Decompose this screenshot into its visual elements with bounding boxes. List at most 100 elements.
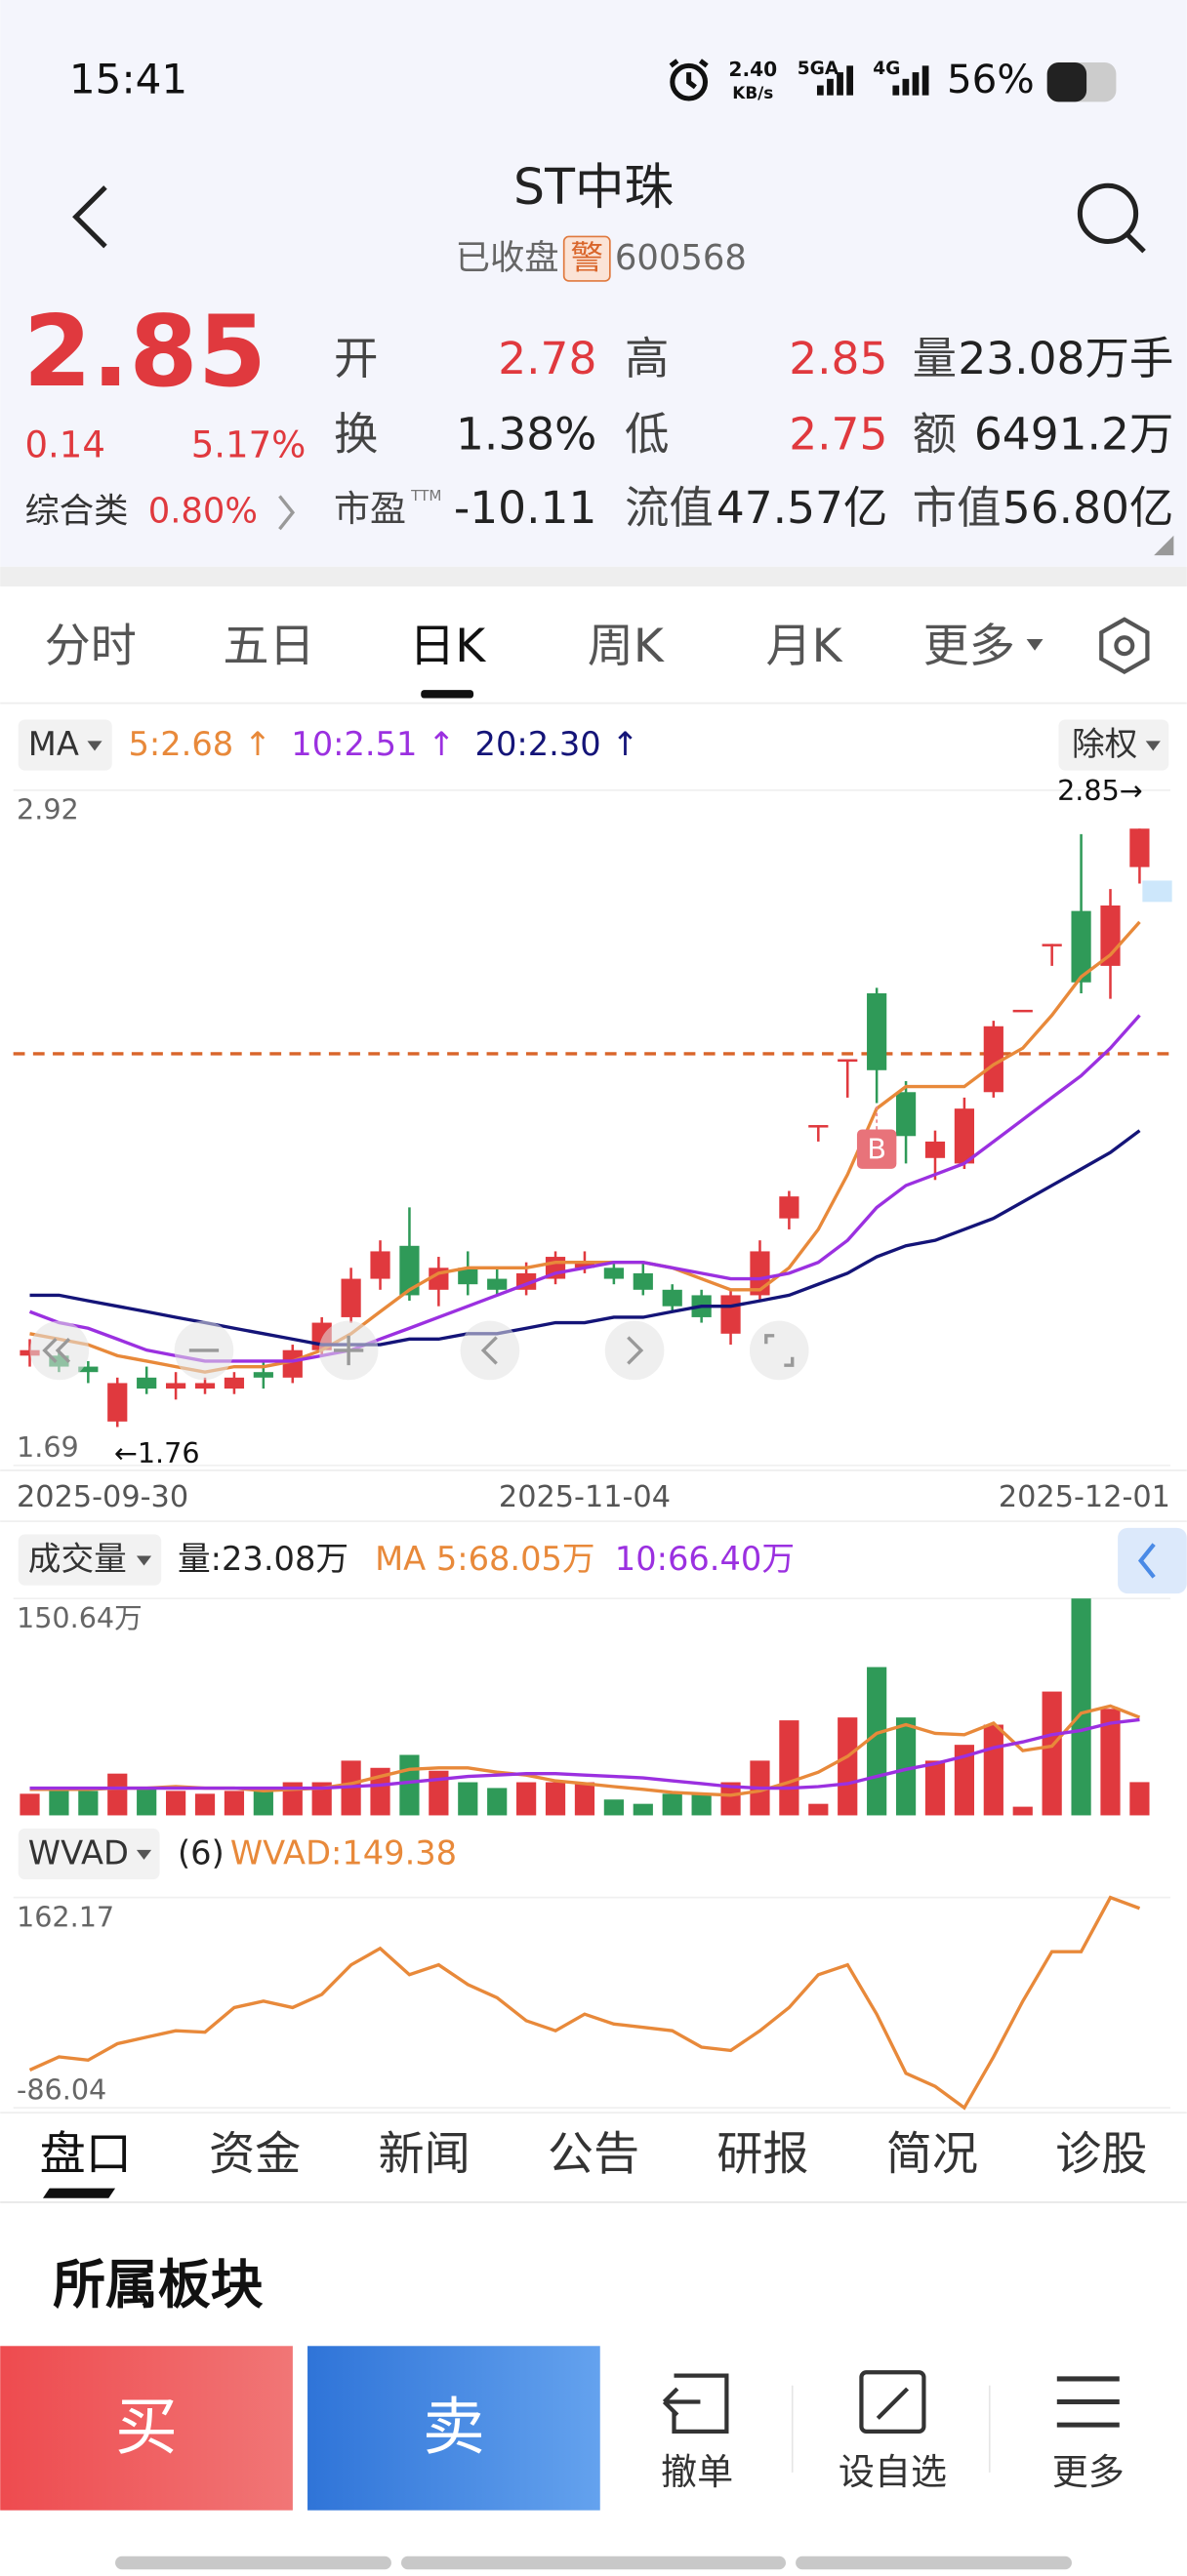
- wvad-title[interactable]: WVAD: [28, 1833, 129, 1872]
- chart-nav-icon: [764, 1334, 795, 1367]
- volume-bar: [253, 1791, 273, 1816]
- candle-body: [107, 1383, 128, 1422]
- sell-label[interactable]: 卖: [423, 2392, 485, 2464]
- action-label[interactable]: 设自选: [839, 2451, 947, 2493]
- tab[interactable]: 周K: [588, 620, 665, 673]
- bottom-tab[interactable]: 盘口: [40, 2128, 132, 2182]
- volume-selector[interactable]: [18, 1534, 162, 1586]
- wvad-line: [28, 1895, 1141, 2111]
- bottom-tab[interactable]: 简况: [886, 2128, 978, 2182]
- tab-indicator: [421, 690, 474, 699]
- volume-bar: [516, 1782, 537, 1816]
- action-label[interactable]: 更多: [1052, 2451, 1125, 2493]
- candle-body: [165, 1383, 186, 1389]
- candle-body: [633, 1272, 653, 1290]
- bottom-tab[interactable]: 公告: [548, 2128, 639, 2182]
- field-label: 市值: [913, 482, 1002, 534]
- volume-bar: [78, 1791, 99, 1816]
- field-value: 2.75: [789, 408, 887, 460]
- indicator[interactable]: MA: [28, 725, 79, 763]
- action-label[interactable]: 撤单: [661, 2451, 733, 2493]
- candle-body: [808, 1125, 829, 1128]
- chart-nav-button[interactable]: [460, 1320, 520, 1381]
- change: 0.14: [24, 423, 104, 465]
- wvad-value: WVAD:149.38: [230, 1833, 457, 1872]
- indicator-selector[interactable]: [18, 719, 112, 771]
- field-label-sup: TTM: [410, 487, 441, 504]
- chart-nav-icon: [42, 1338, 71, 1363]
- chart-nav-button[interactable]: [604, 1320, 665, 1381]
- volume-bar: [779, 1720, 799, 1816]
- home-indicator: [115, 2556, 1072, 2570]
- legend-entry: MA 5:68.05万: [375, 1540, 595, 1578]
- volume-bar: [924, 1760, 946, 1816]
- volume-bar: [311, 1782, 332, 1816]
- volume-bar: [1042, 1691, 1062, 1816]
- candle-body: [341, 1278, 361, 1317]
- signal-icon: [892, 65, 929, 96]
- volume-bar: [574, 1782, 595, 1816]
- adjust-selector[interactable]: [1058, 719, 1169, 771]
- battery-icon: [1046, 61, 1117, 102]
- sector-arrow[interactable]: [278, 495, 296, 531]
- bottom-tab[interactable]: 新闻: [378, 2128, 470, 2182]
- x-tick-label: 2025-09-30: [17, 1480, 188, 1514]
- candle-body: [78, 1366, 99, 1373]
- cancel-icon[interactable]: [662, 2373, 729, 2434]
- bottom-tab[interactable]: 诊股: [1055, 2128, 1147, 2182]
- signal-icon: [816, 65, 854, 96]
- candle-body: [779, 1196, 799, 1219]
- volume-bar: [720, 1782, 741, 1816]
- candle-body: [867, 993, 887, 1070]
- bottom-tab[interactable]: 资金: [209, 2128, 301, 2182]
- candle-body: [983, 1026, 1003, 1093]
- dropdown-arrow: [136, 1555, 152, 1566]
- buy-button[interactable]: [0, 2346, 293, 2511]
- volume-bar: [487, 1788, 508, 1816]
- y-tick-label: -86.04: [17, 2073, 106, 2106]
- field-label: 高: [625, 333, 669, 384]
- candle-body: [603, 1268, 624, 1279]
- wvad-selector[interactable]: [18, 1828, 160, 1880]
- buy-label[interactable]: 买: [115, 2392, 178, 2464]
- volume-bar: [194, 1793, 216, 1816]
- chart-nav-icon: [480, 1336, 498, 1365]
- volume-bar: [983, 1724, 1003, 1816]
- net-type: 5GA: [798, 59, 839, 79]
- side-panel-toggle[interactable]: [1118, 1527, 1187, 1594]
- chart-nav-button[interactable]: [749, 1320, 809, 1381]
- settings-icon[interactable]: [1099, 617, 1150, 675]
- bottom-tab[interactable]: 研报: [716, 2128, 808, 2182]
- net-type: 4G: [873, 59, 900, 79]
- section-title: 所属板块: [53, 2254, 264, 2315]
- divider: [0, 566, 1187, 587]
- volume-ma-line: [29, 1717, 1140, 1791]
- search-button[interactable]: [1077, 182, 1146, 254]
- watchlist-icon[interactable]: [859, 2370, 926, 2434]
- more-icon[interactable]: [1056, 2376, 1120, 2428]
- tab[interactable]: 五日: [223, 620, 314, 673]
- volume-bar: [49, 1791, 69, 1816]
- tab[interactable]: 月K: [765, 620, 842, 673]
- candle-body: [1012, 1009, 1033, 1013]
- volume-title[interactable]: 成交量: [28, 1540, 127, 1578]
- chart-nav-icon: [333, 1335, 364, 1366]
- net-speed: 2.40: [728, 58, 777, 81]
- volume-bar: [224, 1791, 245, 1816]
- back-button[interactable]: [72, 185, 107, 249]
- sell-button[interactable]: [307, 2346, 600, 2511]
- adjust[interactable]: 除权: [1072, 725, 1137, 763]
- tab[interactable]: 更多: [923, 620, 1015, 673]
- field-value: -10.11: [454, 482, 596, 534]
- tab[interactable]: 日K: [409, 620, 486, 673]
- x-tick-label: 2025-11-04: [499, 1480, 671, 1514]
- volume-bar: [165, 1791, 186, 1816]
- tab[interactable]: 分时: [45, 620, 137, 673]
- candle-body: [253, 1372, 273, 1378]
- dropdown-arrow: [1145, 741, 1161, 751]
- field-label: 量: [913, 333, 957, 384]
- field-value: 47.57亿: [716, 482, 888, 534]
- candle-body: [487, 1278, 508, 1290]
- field-value: 1.38%: [456, 408, 596, 460]
- field-value: 6491.2万: [974, 408, 1173, 460]
